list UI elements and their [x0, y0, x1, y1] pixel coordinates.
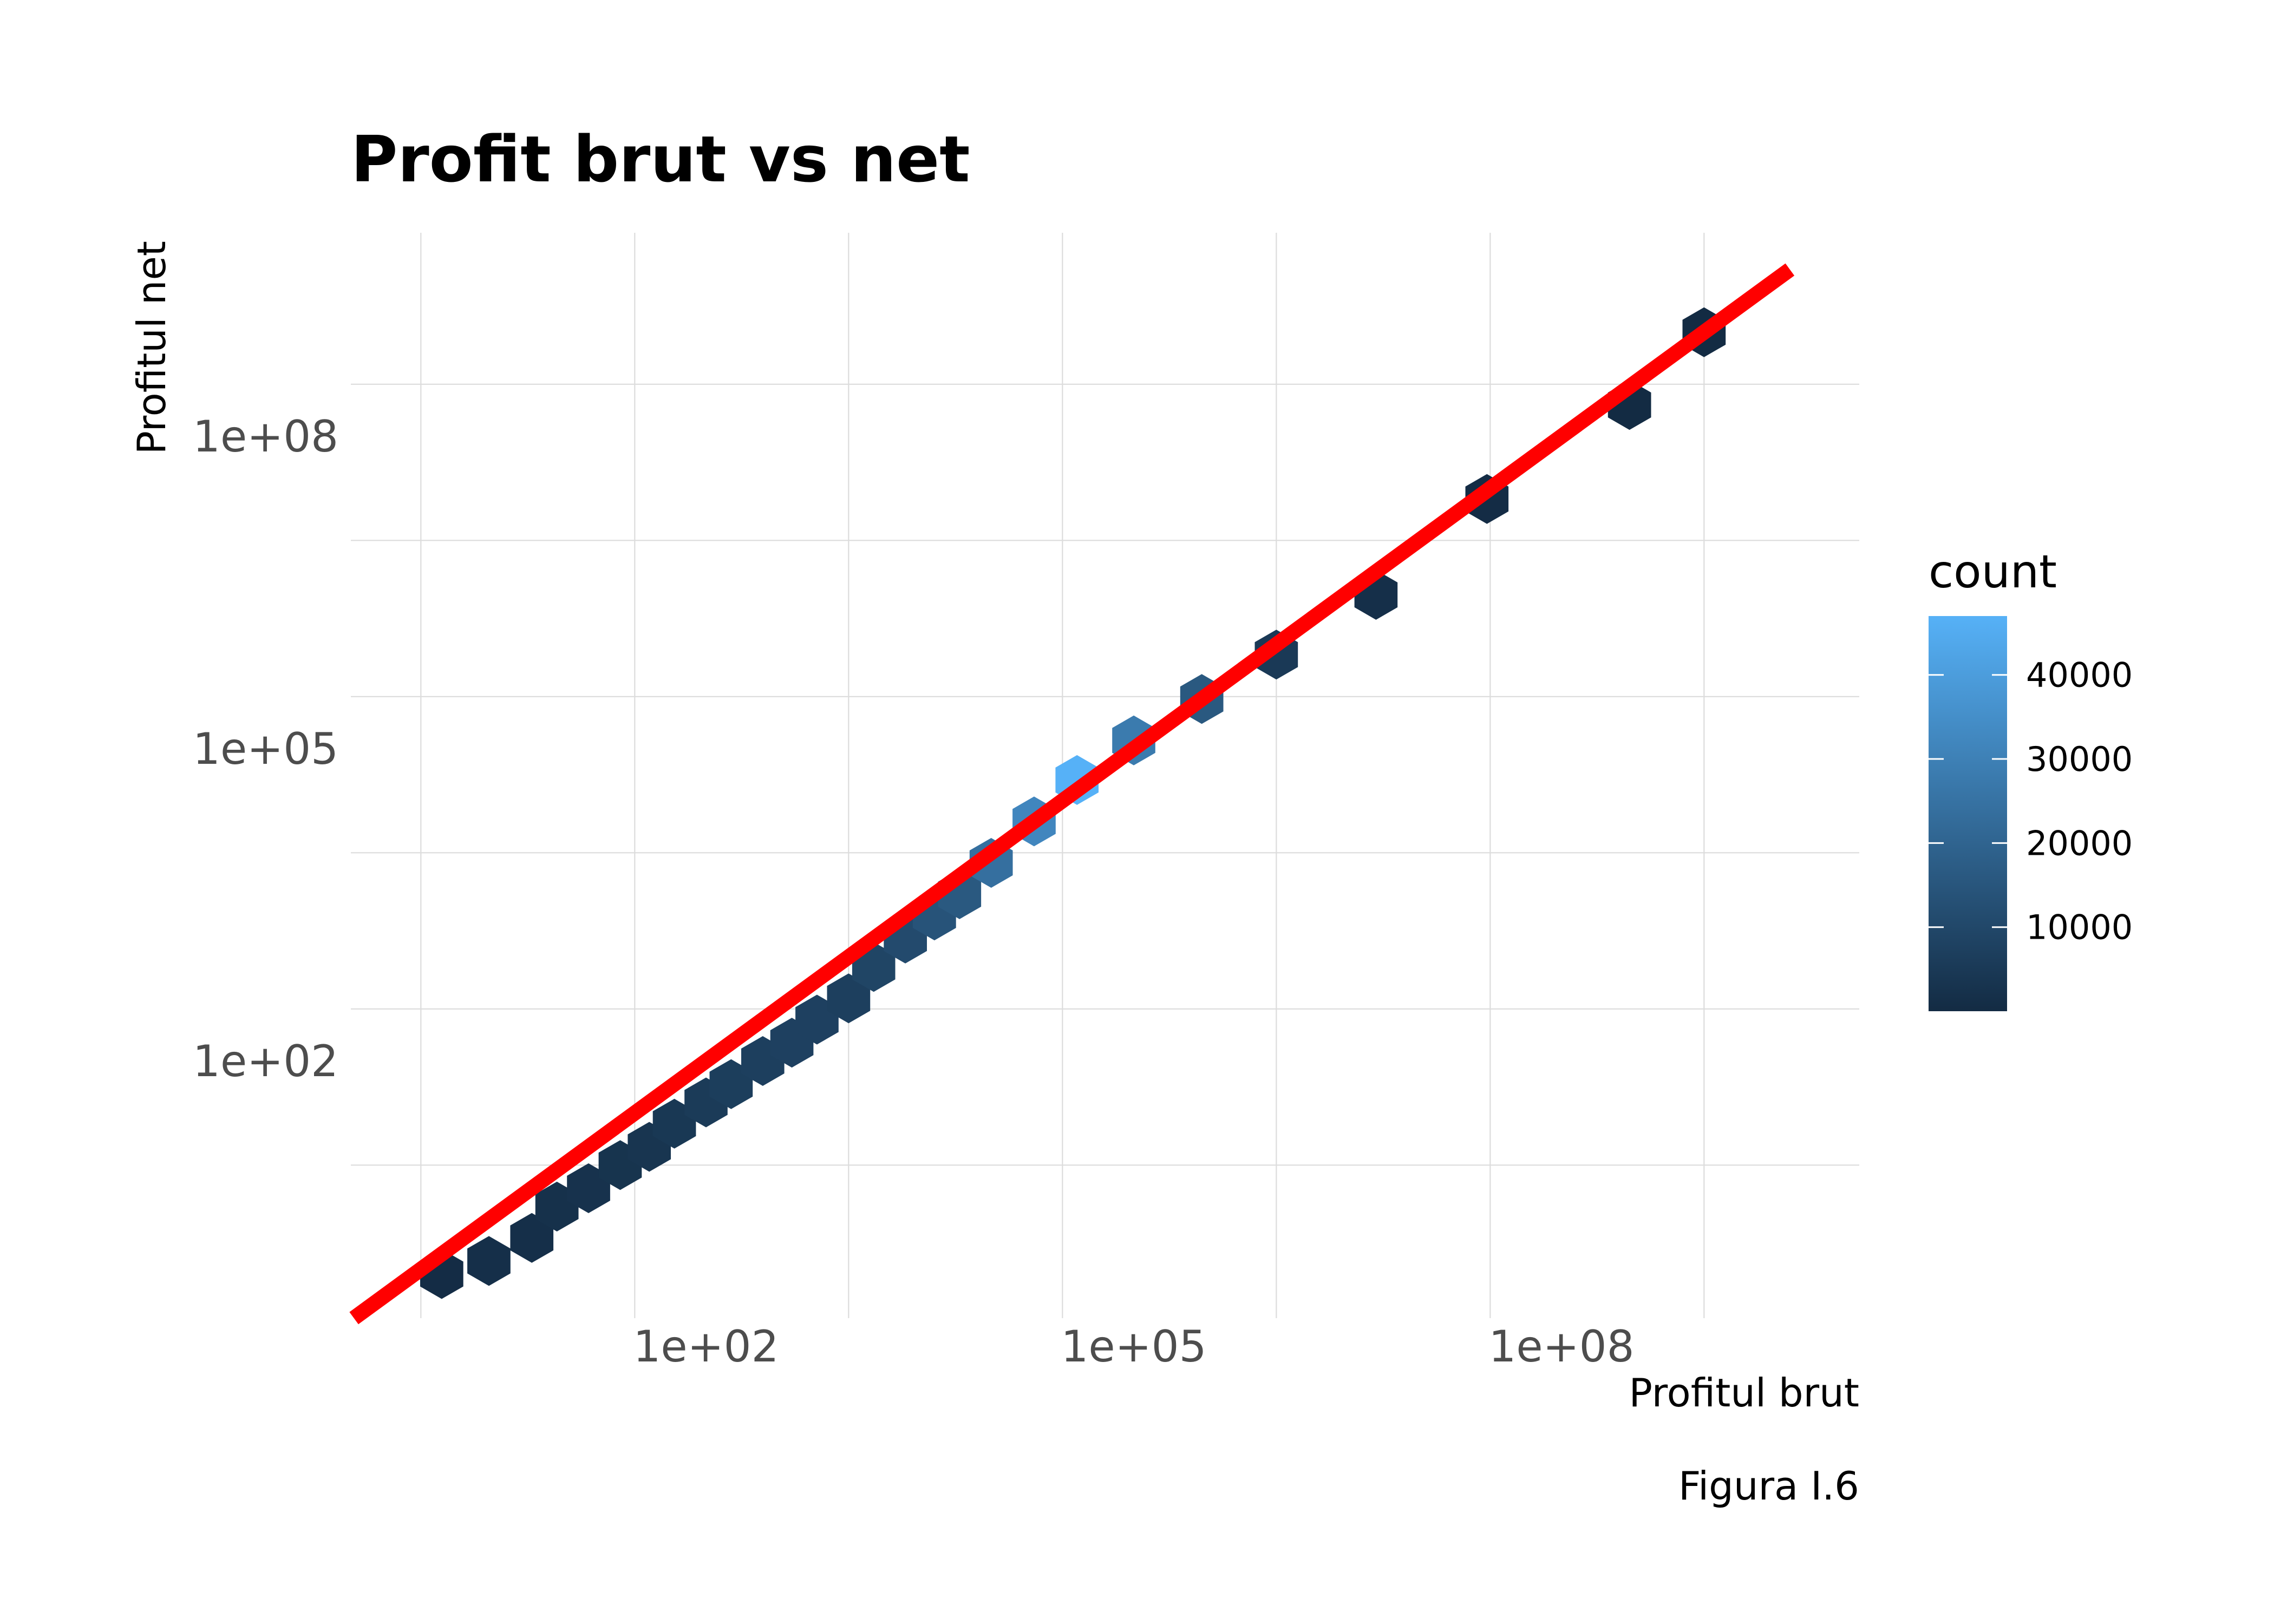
legend-tick-label: 20000 [2026, 823, 2133, 863]
x-axis-title: Profitul brut [1629, 1370, 1860, 1416]
hexbin-cell [510, 1213, 554, 1263]
x-tick-label: 1e+02 [633, 1321, 779, 1372]
legend-title: count [1929, 545, 2057, 598]
color-legend: count 10000 20000 30000 40000 [1929, 545, 2133, 1011]
legend-ticks: 10000 20000 30000 40000 [1929, 656, 2133, 947]
legend-tick-label: 10000 [2026, 908, 2133, 947]
reference-line-layer [349, 263, 1795, 1325]
y-tick-label: 1e+02 [193, 1036, 338, 1086]
y-axis-title: Profitul net [129, 241, 174, 455]
x-tick-label: 1e+08 [1489, 1321, 1635, 1372]
legend-tick-label: 30000 [2026, 739, 2133, 779]
y-tick-label: 1e+08 [193, 411, 338, 462]
legend-tick-label: 40000 [2026, 656, 2133, 695]
figure-caption: Figura I.6 [1678, 1463, 1859, 1509]
hexbin-cell [467, 1236, 511, 1286]
legend-colorbar [1929, 616, 2007, 1011]
chart-title: Profit brut vs net [351, 122, 970, 197]
tick-labels: 1e+02 1e+05 1e+08 1e+02 1e+05 1e+08 [193, 411, 1634, 1372]
x-tick-label: 1e+05 [1061, 1321, 1207, 1372]
identity-line [349, 263, 1795, 1325]
y-tick-label: 1e+05 [193, 724, 338, 774]
hexbin-cell [827, 973, 871, 1024]
